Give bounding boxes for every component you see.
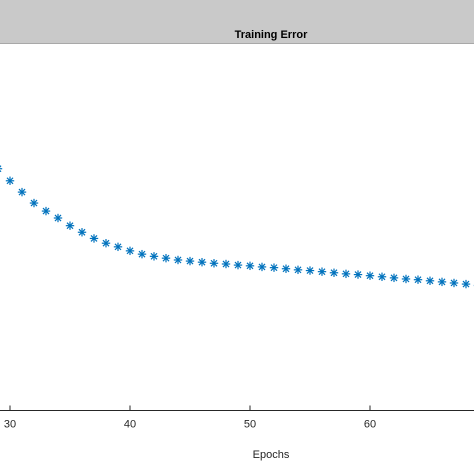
data-point [77, 228, 87, 237]
data-point [437, 277, 447, 287]
data-point [401, 274, 411, 284]
data-point [185, 256, 195, 266]
data-point [461, 279, 471, 289]
x-tick-label: 40 [124, 419, 136, 431]
data-point [5, 176, 15, 185]
data-point [269, 263, 279, 272]
x-tick-label: 30 [4, 419, 16, 431]
data-point [377, 272, 387, 281]
data-point [317, 267, 327, 276]
data-point [209, 259, 219, 268]
data-point [65, 221, 75, 230]
data-point [353, 270, 363, 279]
data-point [101, 238, 111, 248]
title-bar: Training Error [0, 0, 474, 44]
data-point [53, 213, 63, 223]
data-point [425, 276, 435, 285]
x-tick-label: 50 [244, 419, 256, 431]
data-point [233, 260, 243, 270]
data-point [41, 206, 51, 216]
data-point [89, 234, 99, 243]
data-point [173, 255, 183, 265]
data-point [329, 268, 339, 277]
data-point [257, 262, 267, 272]
data-point [137, 249, 147, 259]
data-point [125, 246, 135, 256]
data-point [0, 165, 3, 173]
data-point [293, 265, 303, 275]
data-point [305, 266, 315, 275]
data-point [17, 187, 27, 197]
x-tick-label: 60 [364, 419, 376, 431]
data-point [149, 252, 159, 261]
chart-title: Training Error [234, 29, 308, 41]
x-axis-label: Epochs [253, 449, 290, 461]
data-point [113, 242, 123, 252]
data-point [221, 259, 231, 269]
data-point [413, 275, 423, 284]
data-point [161, 253, 171, 263]
data-point [29, 198, 39, 208]
data-point [341, 269, 351, 279]
data-point [281, 264, 291, 273]
data-point [389, 273, 399, 283]
data-point [245, 261, 255, 271]
data-point [449, 278, 459, 288]
data-point [365, 271, 375, 280]
data-point [197, 257, 207, 267]
